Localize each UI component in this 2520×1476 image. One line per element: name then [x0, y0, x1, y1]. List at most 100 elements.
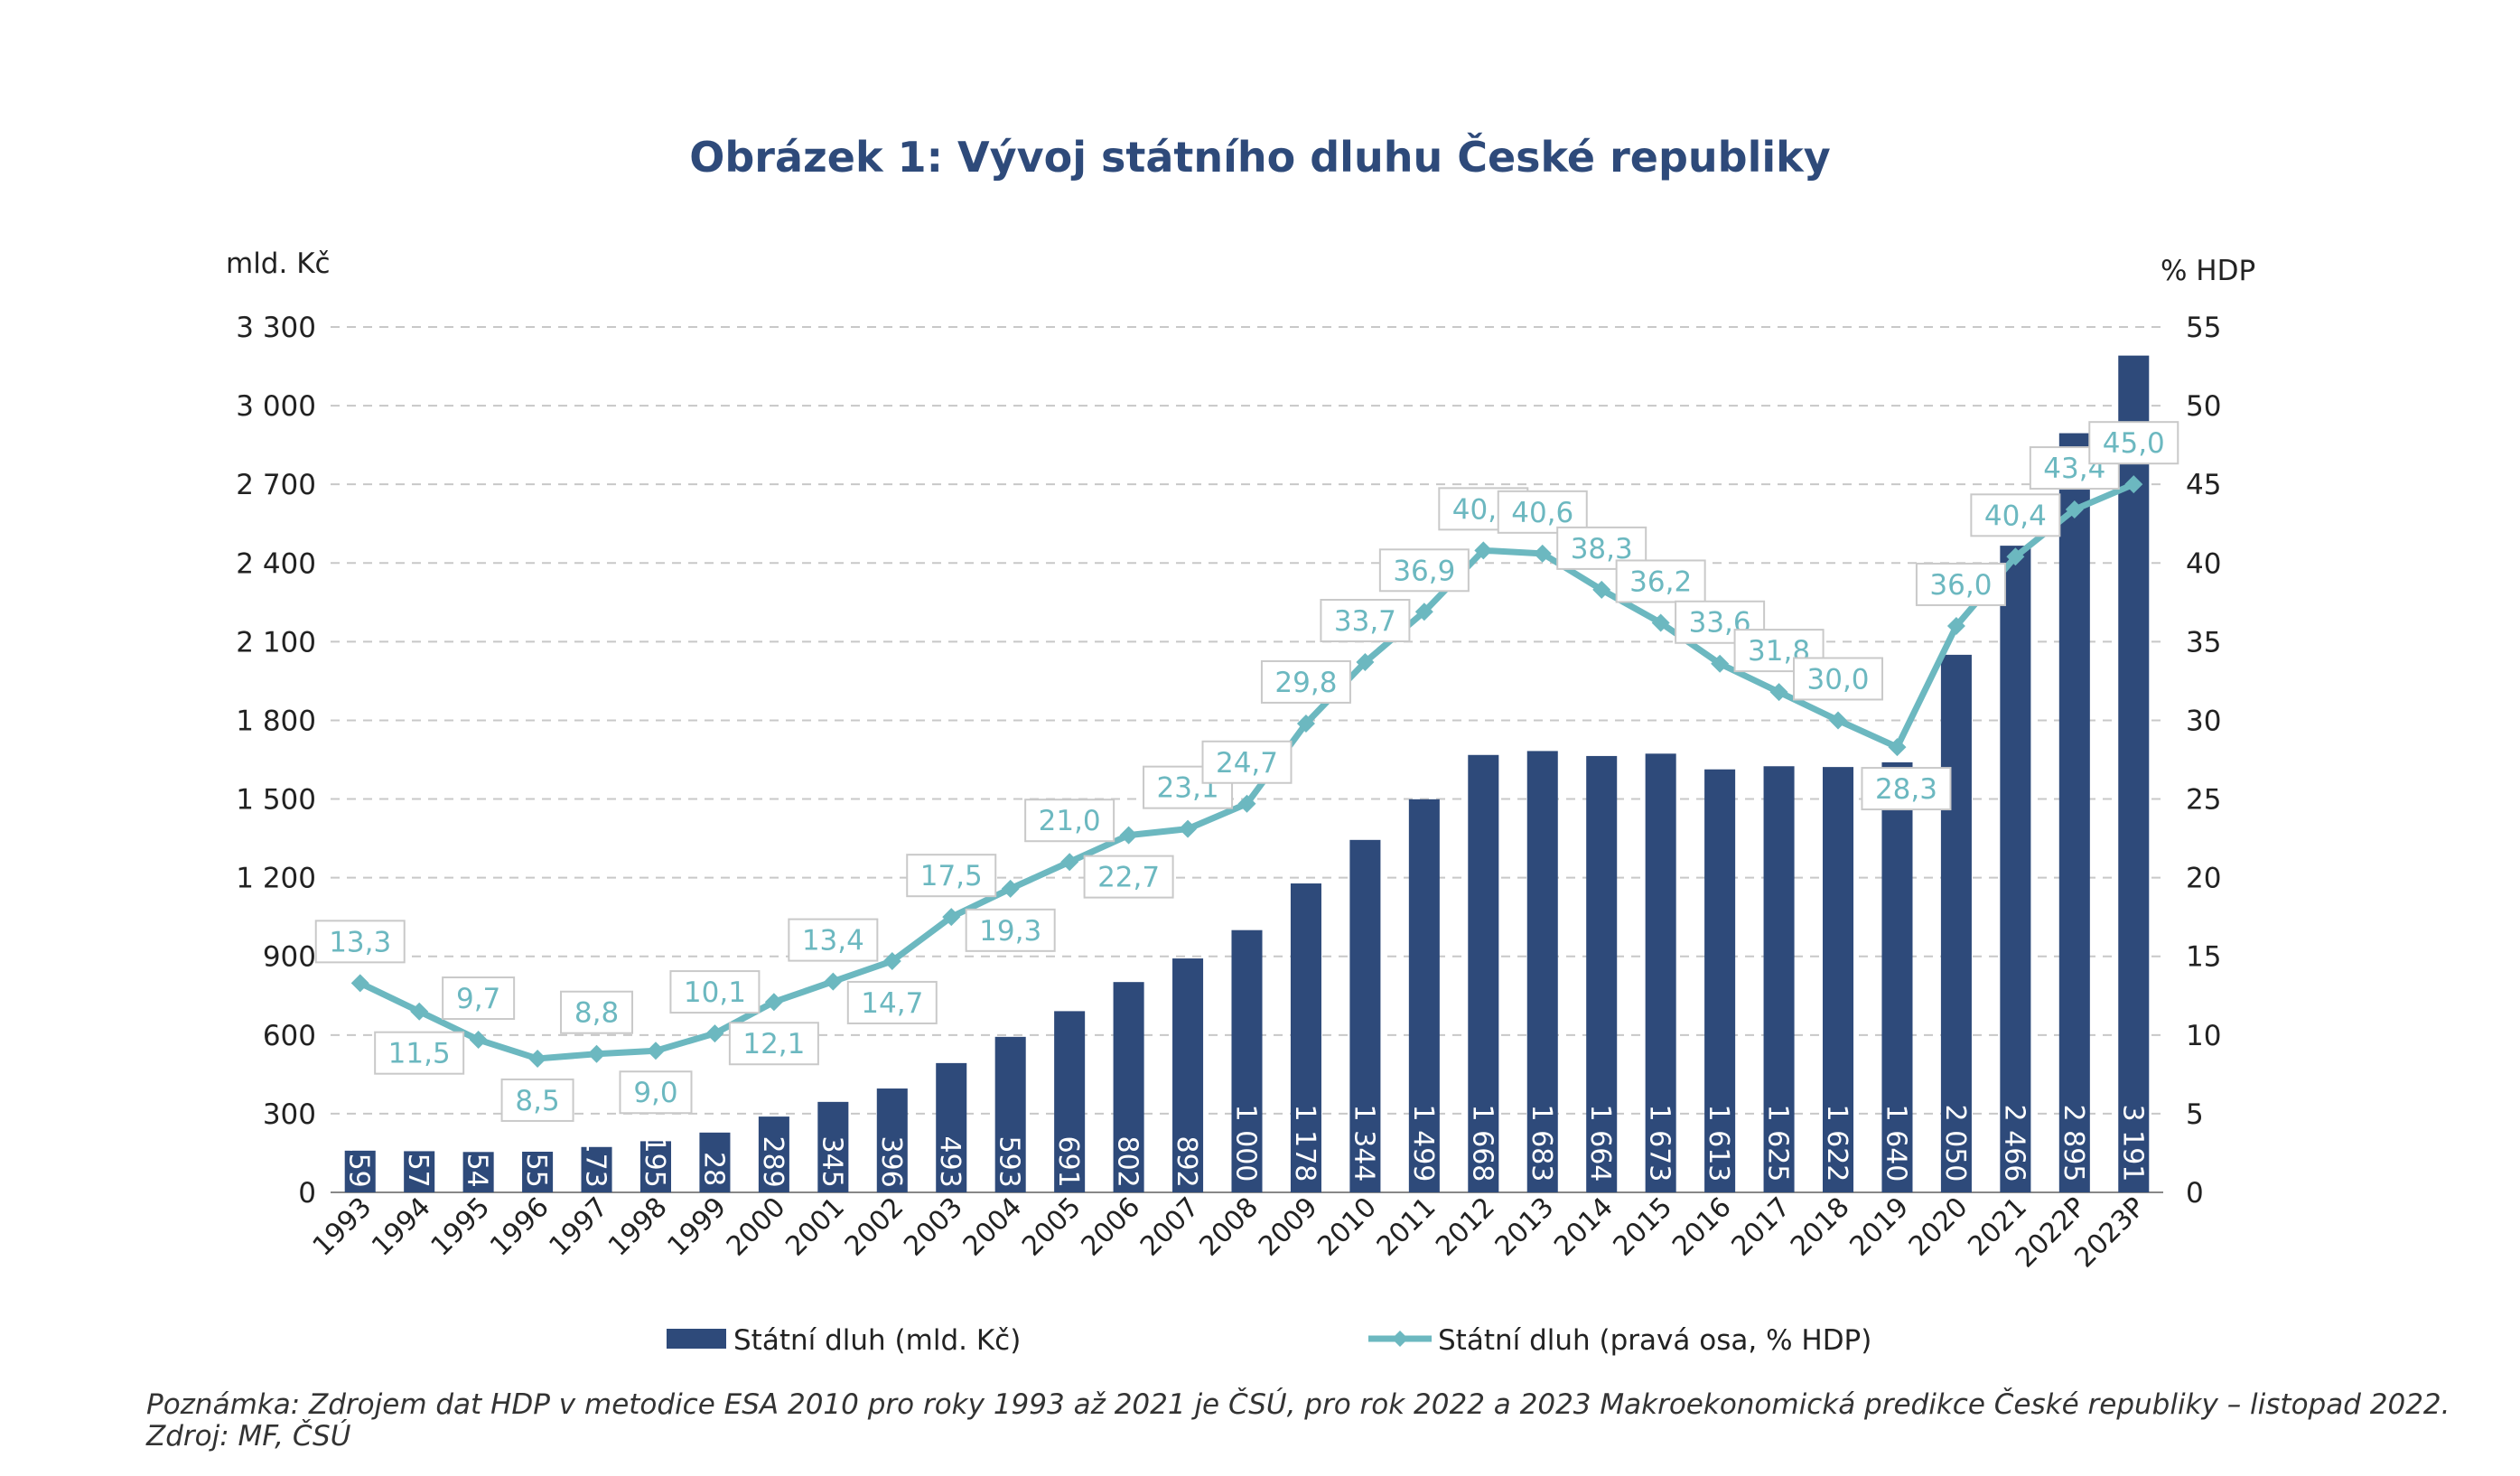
left-tick-label: 1 800: [236, 705, 316, 737]
bar: [1881, 761, 1913, 1192]
x-tick-label: 2002: [839, 1191, 910, 1263]
line-value-label: 33,7: [1334, 605, 1396, 638]
bar-value-label: 1 622: [1821, 1105, 1853, 1182]
line-marker: [1060, 853, 1079, 872]
line-value-label: 36,2: [1629, 565, 1692, 598]
bar: [581, 1146, 612, 1192]
line-label-box: [314, 920, 406, 964]
line-label-box: [906, 854, 997, 898]
line-label-box: [560, 990, 634, 1034]
bar-value-label: 28: [697, 1152, 729, 1186]
line-label-box: [1320, 599, 1411, 643]
line-marker: [587, 1044, 606, 1063]
bar-value-label: 2 895: [2058, 1105, 2089, 1182]
line-value-label: 36,0: [1929, 569, 1992, 602]
line-marker: [1592, 580, 1611, 599]
line-marker: [646, 1042, 665, 1060]
line-marker: [1711, 654, 1730, 673]
line-marker: [1946, 616, 1965, 635]
bar: [404, 1151, 435, 1192]
right-tick-label: 15: [2186, 941, 2221, 974]
bar: [817, 1101, 849, 1192]
x-tick-label: 1997: [543, 1191, 614, 1263]
x-tick-label: 1995: [425, 1191, 497, 1263]
bar-value-label: 2 050: [1939, 1105, 1971, 1182]
bar-value-label: 157: [402, 1136, 434, 1188]
bar-value-label: 155: [520, 1136, 552, 1188]
x-tick-label: 2010: [1311, 1191, 1383, 1263]
bar: [758, 1116, 789, 1192]
line-value-label: 36,9: [1393, 555, 1455, 587]
bar-value-label: 1 178: [1289, 1105, 1321, 1182]
line-marker: [764, 993, 783, 1012]
right-tick-label: 25: [2186, 784, 2221, 817]
left-tick-label: 3 300: [236, 312, 316, 344]
bar-value-label: 593: [994, 1136, 1025, 1188]
bar-value-label: 1 673: [1644, 1105, 1675, 1182]
x-tick-label: 2011: [1371, 1191, 1442, 1263]
x-tick-label: 2019: [1843, 1191, 1915, 1263]
x-tick-label: 2009: [1253, 1191, 1324, 1263]
bar-value-label: 1 499: [1407, 1105, 1439, 1182]
legend-line-label: Státní dluh (pravá osa, % HDP): [1438, 1324, 1871, 1357]
bar-value-label: 1 625: [1762, 1105, 1794, 1182]
bar: [2000, 546, 2031, 1192]
x-tick-label: 2007: [1134, 1191, 1206, 1263]
line-label-box: [1260, 659, 1351, 704]
bar: [1468, 754, 1499, 1192]
bar-value-label: 3 191: [2116, 1105, 2148, 1182]
x-tick-label: 2015: [1608, 1191, 1679, 1263]
x-tick-label: 2017: [1725, 1191, 1797, 1263]
left-axis-ticks: 0 300 600 900 1 200 1 500 1 800 2 100 2 400 2 700…: [236, 312, 316, 1210]
line-value-label: 24,7: [1216, 747, 1278, 780]
line-marker: [1296, 714, 1315, 733]
x-tick-label: 2013: [1489, 1191, 1561, 1263]
bar-value-label: 1 640: [1880, 1105, 1911, 1182]
bar-series: [344, 355, 2150, 1192]
line-label-box: [1083, 855, 1174, 899]
right-tick-label: 55: [2186, 312, 2221, 344]
right-tick-label: 5: [2186, 1098, 2204, 1131]
line-value-label: 40,4: [1984, 500, 2047, 532]
bar-value-label: 154: [462, 1136, 493, 1188]
x-tick-label: 2012: [1430, 1191, 1501, 1263]
bar-value-label: 1 000: [1230, 1105, 1262, 1182]
line-label-box: [1970, 493, 2061, 537]
line-marker: [705, 1024, 724, 1043]
bar: [2118, 355, 2150, 1192]
left-tick-label: 2 700: [236, 469, 316, 501]
x-axis-ticks: 1993199419951996199719981999200020012002…: [307, 1191, 2151, 1275]
bar-value-label: 1 683: [1526, 1105, 1557, 1182]
line-label-box: [788, 918, 879, 962]
x-tick-label: 1996: [484, 1191, 555, 1263]
right-axis-label: % HDP: [2161, 255, 2255, 287]
line-label-box: [728, 1022, 819, 1066]
left-tick-label: 1 200: [236, 863, 316, 895]
line-label-box: [965, 908, 1056, 952]
line-marker: [1001, 879, 1020, 898]
bar: [936, 1062, 967, 1192]
line-marker: [1356, 653, 1375, 672]
line-label-box: [1497, 490, 1588, 534]
left-tick-label: 2 400: [236, 547, 316, 580]
bar: [1172, 958, 1204, 1192]
line-value-label: 45,0: [2103, 427, 2165, 460]
line-value-label: 22,7: [1097, 862, 1160, 894]
bar-value-label: 892: [1171, 1136, 1202, 1188]
line-value-label: 12,1: [742, 1028, 805, 1060]
line-marker: [528, 1049, 547, 1068]
bar: [1408, 799, 1440, 1192]
line-marker: [1651, 613, 1670, 632]
line-value-label: 21,0: [1039, 805, 1101, 837]
bar-value-label: 1 668: [1466, 1105, 1498, 1182]
bar-value-label: 802: [1112, 1136, 1143, 1188]
right-tick-label: 45: [2186, 469, 2221, 501]
bar: [1763, 766, 1795, 1192]
bar-value-label: 1 344: [1348, 1105, 1379, 1182]
x-tick-label: 1994: [366, 1191, 437, 1263]
bar-value-label: 1 613: [1703, 1105, 1734, 1182]
x-tick-label: 2000: [721, 1191, 792, 1263]
x-tick-label: 2004: [957, 1191, 1029, 1263]
line-label-box: [2088, 421, 2179, 465]
line-value-label: 8,5: [515, 1085, 559, 1117]
